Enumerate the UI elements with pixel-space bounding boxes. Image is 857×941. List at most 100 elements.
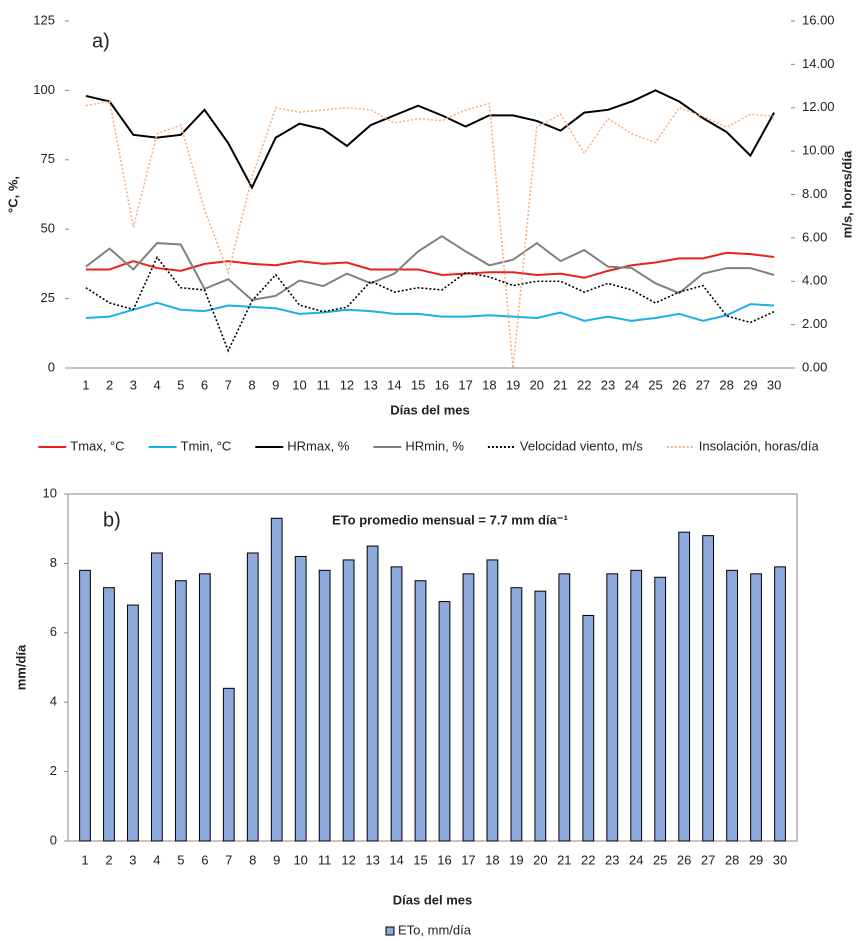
x-tick-label: 16 — [435, 377, 449, 392]
x-tick-label: 6 — [201, 852, 208, 867]
x-tick-label: 14 — [389, 852, 403, 867]
x-tick-label: 25 — [653, 852, 667, 867]
y-tick-label: 6 — [50, 624, 57, 639]
x-tick-label: 11 — [318, 852, 332, 867]
bar — [342, 559, 355, 842]
x-tick-label: 5 — [177, 377, 184, 392]
x-tick-label: 24 — [629, 852, 643, 867]
x-tick-label: 12 — [340, 377, 354, 392]
y-tick-label: 8 — [50, 555, 57, 570]
x-tick-label: 20 — [530, 377, 544, 392]
y-tick-label: 10 — [43, 485, 57, 500]
y-tick-label: 50 — [41, 221, 55, 236]
bar — [103, 587, 115, 842]
x-tick-label: 5 — [177, 852, 184, 867]
bar — [438, 601, 451, 842]
x-tick-label: 9 — [272, 377, 279, 392]
x-tick-label: 27 — [701, 852, 715, 867]
line — [85, 251, 775, 279]
panel-label: b) — [103, 509, 121, 531]
x-tick-label: 3 — [129, 852, 136, 867]
x-tick-label: 14 — [387, 377, 401, 392]
bar — [318, 569, 331, 842]
y-axis-title: °C, %, — [5, 176, 20, 213]
legend-label: ETo, mm/día — [398, 922, 472, 937]
x-tick-label: 27 — [696, 377, 710, 392]
x-tick-label: 28 — [725, 852, 739, 867]
bar — [390, 566, 403, 842]
bar — [246, 552, 259, 842]
x-tick-label: 15 — [413, 852, 427, 867]
x-tick-label: 26 — [677, 852, 691, 867]
y2-tick-label: 16.00 — [802, 12, 835, 27]
x-tick-label: 3 — [130, 377, 137, 392]
x-tick-label: 21 — [557, 852, 571, 867]
y-tick-label: 4 — [50, 694, 57, 709]
x-tick-label: 29 — [749, 852, 763, 867]
x-tick-label: 16 — [437, 852, 451, 867]
x-tick-label: 15 — [411, 377, 425, 392]
x-tick-label: 1 — [82, 377, 89, 392]
x-tick-label: 26 — [672, 377, 686, 392]
y-tick-label: 75 — [41, 151, 55, 166]
bar — [127, 604, 139, 842]
x-tick-label: 7 — [225, 852, 232, 867]
x-tick-label: 7 — [225, 377, 232, 392]
line — [85, 234, 775, 302]
bar — [174, 580, 187, 842]
x-tick-label: 2 — [105, 852, 112, 867]
legend-label: Tmin, °C — [181, 438, 232, 453]
y2-tick-label: 4.00 — [802, 273, 827, 288]
y2-tick-label: 10.00 — [802, 143, 835, 158]
y-tick-label: 25 — [41, 290, 55, 305]
x-tick-label: 13 — [363, 377, 377, 392]
bar — [198, 573, 211, 842]
x-tick-label: 8 — [249, 852, 256, 867]
x-tick-label: 1 — [81, 852, 88, 867]
x-tick-label: 10 — [293, 852, 307, 867]
bar — [510, 587, 523, 842]
bar — [222, 687, 235, 842]
x-tick-label: 2 — [106, 377, 113, 392]
bar — [678, 531, 691, 842]
legend-label: Velocidad viento, m/s — [520, 438, 643, 453]
x-tick-label: 6 — [201, 377, 208, 392]
bar — [294, 555, 307, 842]
x-tick-label: 17 — [458, 377, 472, 392]
x-tick-label: 9 — [273, 852, 280, 867]
x-tick-label: 22 — [581, 852, 595, 867]
annotation: ETo promedio mensual = 7.7 mm día⁻¹ — [332, 512, 568, 527]
y-tick-label: 125 — [33, 12, 55, 27]
legend-swatch — [385, 926, 395, 936]
bar — [774, 566, 786, 842]
legend-label: Tmax, °C — [70, 438, 124, 453]
x-tick-label: 4 — [153, 852, 160, 867]
line — [85, 89, 776, 190]
bar — [558, 573, 571, 842]
bar — [750, 573, 762, 842]
x-tick-label: 17 — [461, 852, 475, 867]
legend-label: HRmin, % — [405, 438, 464, 453]
x-tick-label: 4 — [153, 377, 160, 392]
x-tick-label: 22 — [577, 377, 591, 392]
x-tick-label: 30 — [773, 852, 787, 867]
x-tick-label: 13 — [365, 852, 379, 867]
y2-tick-label: 12.00 — [802, 99, 835, 114]
bar — [79, 569, 91, 842]
x-tick-label: 21 — [553, 377, 567, 392]
bar — [150, 552, 163, 842]
x-tick-label: 8 — [248, 377, 255, 392]
y2-tick-label: 14.00 — [802, 56, 835, 71]
panel-label: a) — [92, 30, 110, 52]
bar — [486, 559, 499, 842]
bar — [630, 569, 643, 842]
x-tick-label: 12 — [341, 852, 355, 867]
bar — [606, 573, 619, 842]
x-tick-label: 23 — [605, 852, 619, 867]
x-tick-label: 19 — [509, 852, 523, 867]
x-tick-label: 25 — [648, 377, 662, 392]
y2-tick-label: 0.00 — [802, 359, 827, 374]
y2-tick-label: 8.00 — [802, 186, 827, 201]
legend-label: HRmax, % — [287, 438, 350, 453]
